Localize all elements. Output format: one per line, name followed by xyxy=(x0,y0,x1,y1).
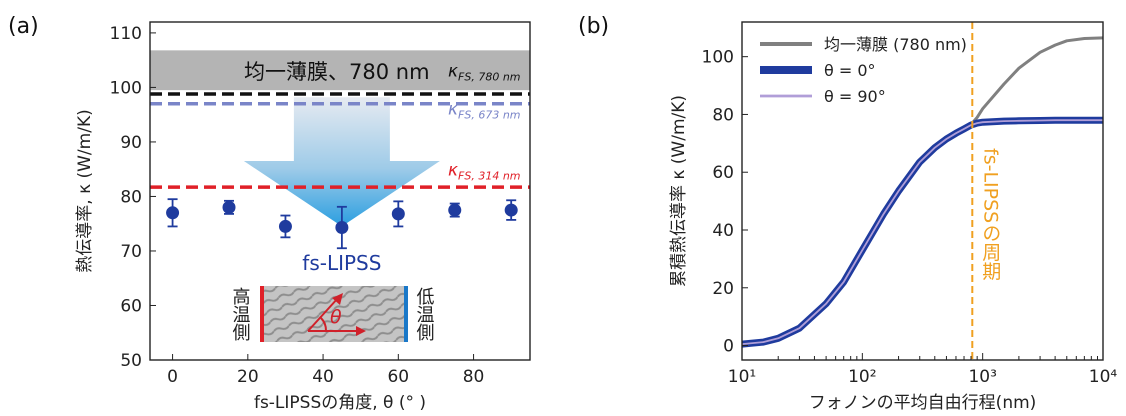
x-tick-label: 60 xyxy=(387,367,409,387)
series-line xyxy=(741,119,1103,345)
y-tick-label: 70 xyxy=(120,242,142,262)
y-tick-label: 80 xyxy=(712,105,734,125)
angle-arrows-icon xyxy=(307,293,366,336)
lipss-period-label: fs-LIPSSの周期 xyxy=(979,148,1001,280)
x-axis-label: fs-LIPSSの角度, θ (° ) xyxy=(254,393,426,413)
data-point xyxy=(278,219,292,233)
y-tick-label: 50 xyxy=(120,351,142,371)
y-tick-label: 100 xyxy=(702,48,734,68)
y-tick-label: 40 xyxy=(712,221,734,241)
plot-frame-b xyxy=(741,21,1104,361)
y-axis-ticks-b: 0 20 40 60 80 100 xyxy=(702,48,748,357)
x-tick-label: 10¹ xyxy=(728,367,756,387)
x-tick-label: 20 xyxy=(237,367,259,387)
scatter-points xyxy=(166,198,518,250)
panel-b-label: (b) xyxy=(578,14,609,39)
y-axis-label: 熱伝導率, κ (W/m/K) xyxy=(75,109,95,272)
uniform-film-label: 均一薄膜、780 nm xyxy=(244,60,430,84)
lipss-inset: θ 高温側 低温側 xyxy=(230,286,435,342)
reference-line-label: κFS, 673 nm xyxy=(448,100,521,122)
x-tick-label: 10² xyxy=(848,367,876,387)
y-tick-label: 60 xyxy=(712,163,734,183)
legend-label: θ = 90° xyxy=(824,87,886,106)
y-tick-label: 110 xyxy=(110,24,142,44)
y-tick-label: 100 xyxy=(110,78,142,98)
panel-b: (b) fs-LIPSSの周期 均一薄膜 (780 nm) θ = 0° θ = 9… xyxy=(578,14,1117,413)
fs-lipss-label: fs-LIPSS xyxy=(302,251,381,275)
x-axis-ticks-b: 10¹ 10² 10³ 10⁴ xyxy=(728,353,1118,387)
y-tick-label: 20 xyxy=(712,279,734,299)
data-point xyxy=(391,207,405,221)
reference-line-label: κFS, 314 nm xyxy=(448,161,521,183)
y-tick-label: 80 xyxy=(120,187,142,207)
band-rect xyxy=(150,50,530,91)
uniform-film-band xyxy=(150,50,530,91)
y-tick-label: 0 xyxy=(723,337,734,357)
cumulative-curves xyxy=(741,36,1104,348)
plot-frame xyxy=(149,21,531,361)
down-arrow-icon xyxy=(243,97,440,227)
x-tick-label: 10⁴ xyxy=(1089,367,1118,387)
legend-label: θ = 0° xyxy=(824,61,876,80)
y-axis-label-b: 累積熱伝導率 κ (W/m/K) xyxy=(669,95,689,287)
panel-a-label: (a) xyxy=(8,14,39,39)
y-tick-label: 60 xyxy=(120,296,142,316)
hot-side-label: 高温側 xyxy=(230,287,251,341)
x-axis-ticks: 0 20 40 60 80 xyxy=(167,354,484,387)
theta-symbol: θ xyxy=(330,306,342,328)
data-point xyxy=(166,206,180,220)
data-point xyxy=(222,200,236,214)
series-line xyxy=(741,36,1104,346)
data-point xyxy=(504,203,518,217)
data-point xyxy=(335,221,349,235)
data-point xyxy=(448,203,462,217)
cold-side-label: 低温側 xyxy=(414,287,435,341)
reference-lines: κFS, 780 nm κFS, 673 nm κFS, 314 nm xyxy=(150,62,530,189)
y-axis-ticks: 50 60 70 80 90 100 110 xyxy=(110,24,156,371)
reference-line-label: κFS, 780 nm xyxy=(448,62,521,84)
x-tick-label: 10³ xyxy=(968,367,996,387)
x-tick-label: 80 xyxy=(463,367,485,387)
lipss-image xyxy=(262,286,406,342)
x-tick-label: 0 xyxy=(167,367,178,387)
arrow-shape xyxy=(243,97,440,227)
x-axis-label-b: フォノンの平均自由行程(nm) xyxy=(809,393,1037,413)
y-tick-label: 90 xyxy=(120,133,142,153)
legend: 均一薄膜 (780 nm) θ = 0° θ = 90° xyxy=(760,35,967,106)
legend-label: 均一薄膜 (780 nm) xyxy=(824,35,967,54)
series-line xyxy=(741,116,1103,348)
x-tick-label: 40 xyxy=(312,367,334,387)
